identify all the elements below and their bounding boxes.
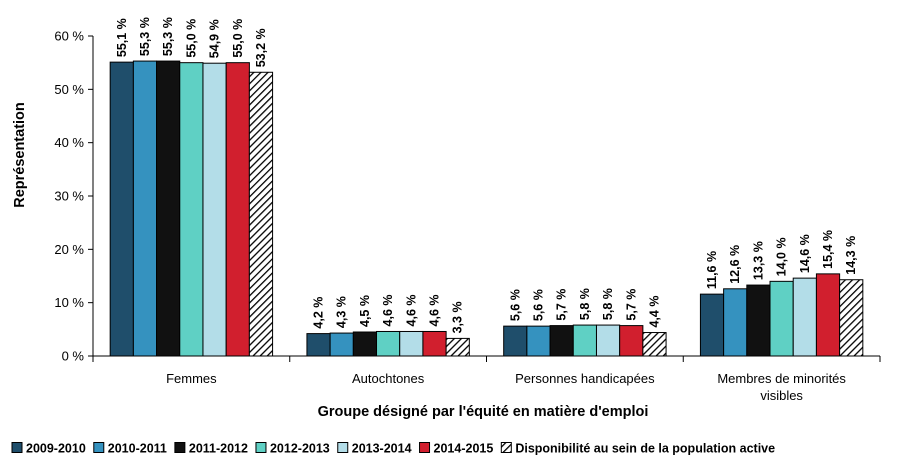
y-tick-label: 40 % xyxy=(54,135,84,150)
bar xyxy=(109,61,134,357)
data-label: 15,4 % xyxy=(821,230,835,269)
data-label: 13,3 % xyxy=(751,241,765,280)
bar xyxy=(642,332,667,357)
legend-label: 2009-2010 xyxy=(26,442,86,456)
data-label: 3,3 % xyxy=(451,301,465,333)
y-tick-label: 30 % xyxy=(54,189,84,204)
bar xyxy=(445,337,470,357)
data-label: 54,9 % xyxy=(208,19,222,58)
legend-swatch xyxy=(174,442,186,453)
data-label: 5,6 % xyxy=(531,289,545,321)
legend-label: 2011-2012 xyxy=(189,442,248,456)
bar xyxy=(156,60,181,357)
data-label: 5,6 % xyxy=(508,289,522,321)
bar xyxy=(595,324,621,357)
data-label: 4,3 % xyxy=(335,296,349,328)
bar xyxy=(815,273,841,357)
y-tick-label: 20 % xyxy=(54,242,84,257)
data-label: 4,6 % xyxy=(404,295,418,327)
bar xyxy=(503,325,528,357)
legend-label: 2013-2014 xyxy=(352,442,412,456)
bar xyxy=(179,62,204,357)
legend-label: 2014-2015 xyxy=(434,442,494,456)
y-axis-title: Représentation xyxy=(12,102,28,208)
bar xyxy=(572,324,597,357)
data-label: 55,3 % xyxy=(138,17,152,56)
data-label: 55,1 % xyxy=(115,18,129,57)
data-label: 4,6 % xyxy=(381,295,395,327)
category-label: Personnes handicapées xyxy=(515,371,655,386)
data-label: 14,3 % xyxy=(844,236,858,275)
bar xyxy=(132,60,158,357)
bar xyxy=(769,280,794,357)
data-label: 4,2 % xyxy=(312,297,326,329)
bar xyxy=(329,332,354,357)
legend-swatch xyxy=(419,442,431,453)
y-tick-label: 50 % xyxy=(54,82,84,97)
category-label: Femmes xyxy=(166,371,217,386)
bar xyxy=(723,288,748,357)
data-label: 4,5 % xyxy=(358,295,372,327)
data-label: 5,7 % xyxy=(624,289,638,321)
data-label: 12,6 % xyxy=(728,245,742,284)
bar xyxy=(619,325,644,357)
category-label: Autochtones xyxy=(352,371,425,386)
data-label: 5,7 % xyxy=(555,289,569,321)
y-tick-label: 0 % xyxy=(62,349,85,364)
bar xyxy=(422,330,447,357)
bar xyxy=(306,333,331,357)
data-label: 55,0 % xyxy=(231,19,245,58)
data-label: 53,2 % xyxy=(254,28,268,67)
bar xyxy=(399,330,424,357)
data-label: 4,6 % xyxy=(428,295,442,327)
legend-label: 2012-2013 xyxy=(270,442,330,456)
y-tick-label: 10 % xyxy=(54,295,84,310)
legend-swatch xyxy=(93,442,105,453)
bar xyxy=(526,325,551,357)
bar xyxy=(376,330,401,357)
bar xyxy=(839,279,864,357)
data-label: 14,0 % xyxy=(775,237,789,276)
data-label: 5,8 % xyxy=(578,288,592,320)
bar xyxy=(549,325,574,357)
bar xyxy=(352,331,378,357)
bar xyxy=(792,277,817,357)
bar xyxy=(699,293,725,357)
legend-swatch xyxy=(500,442,512,453)
category-label: visibles xyxy=(760,388,803,403)
bar xyxy=(202,62,227,357)
bar xyxy=(746,284,771,357)
data-label: 11,6 % xyxy=(705,251,719,289)
legend-swatch xyxy=(255,442,267,453)
x-axis-title: Groupe désigné par l'équité en matière d… xyxy=(318,404,649,420)
category-label: Membres de minorités xyxy=(717,371,846,386)
data-label: 14,6 % xyxy=(798,234,812,273)
legend-label: 2010-2011 xyxy=(108,442,167,456)
data-label: 4,4 % xyxy=(647,296,661,328)
data-label: 55,0 % xyxy=(184,19,198,58)
data-label: 5,8 % xyxy=(601,288,615,320)
legend-swatch xyxy=(11,442,23,453)
y-tick-label: 60 % xyxy=(54,29,84,44)
legend-swatch xyxy=(337,442,349,453)
bar xyxy=(248,71,274,357)
legend-label: Disponibilité au sein de la population a… xyxy=(515,442,775,456)
bar xyxy=(225,62,250,357)
data-label: 55,3 % xyxy=(161,17,175,56)
